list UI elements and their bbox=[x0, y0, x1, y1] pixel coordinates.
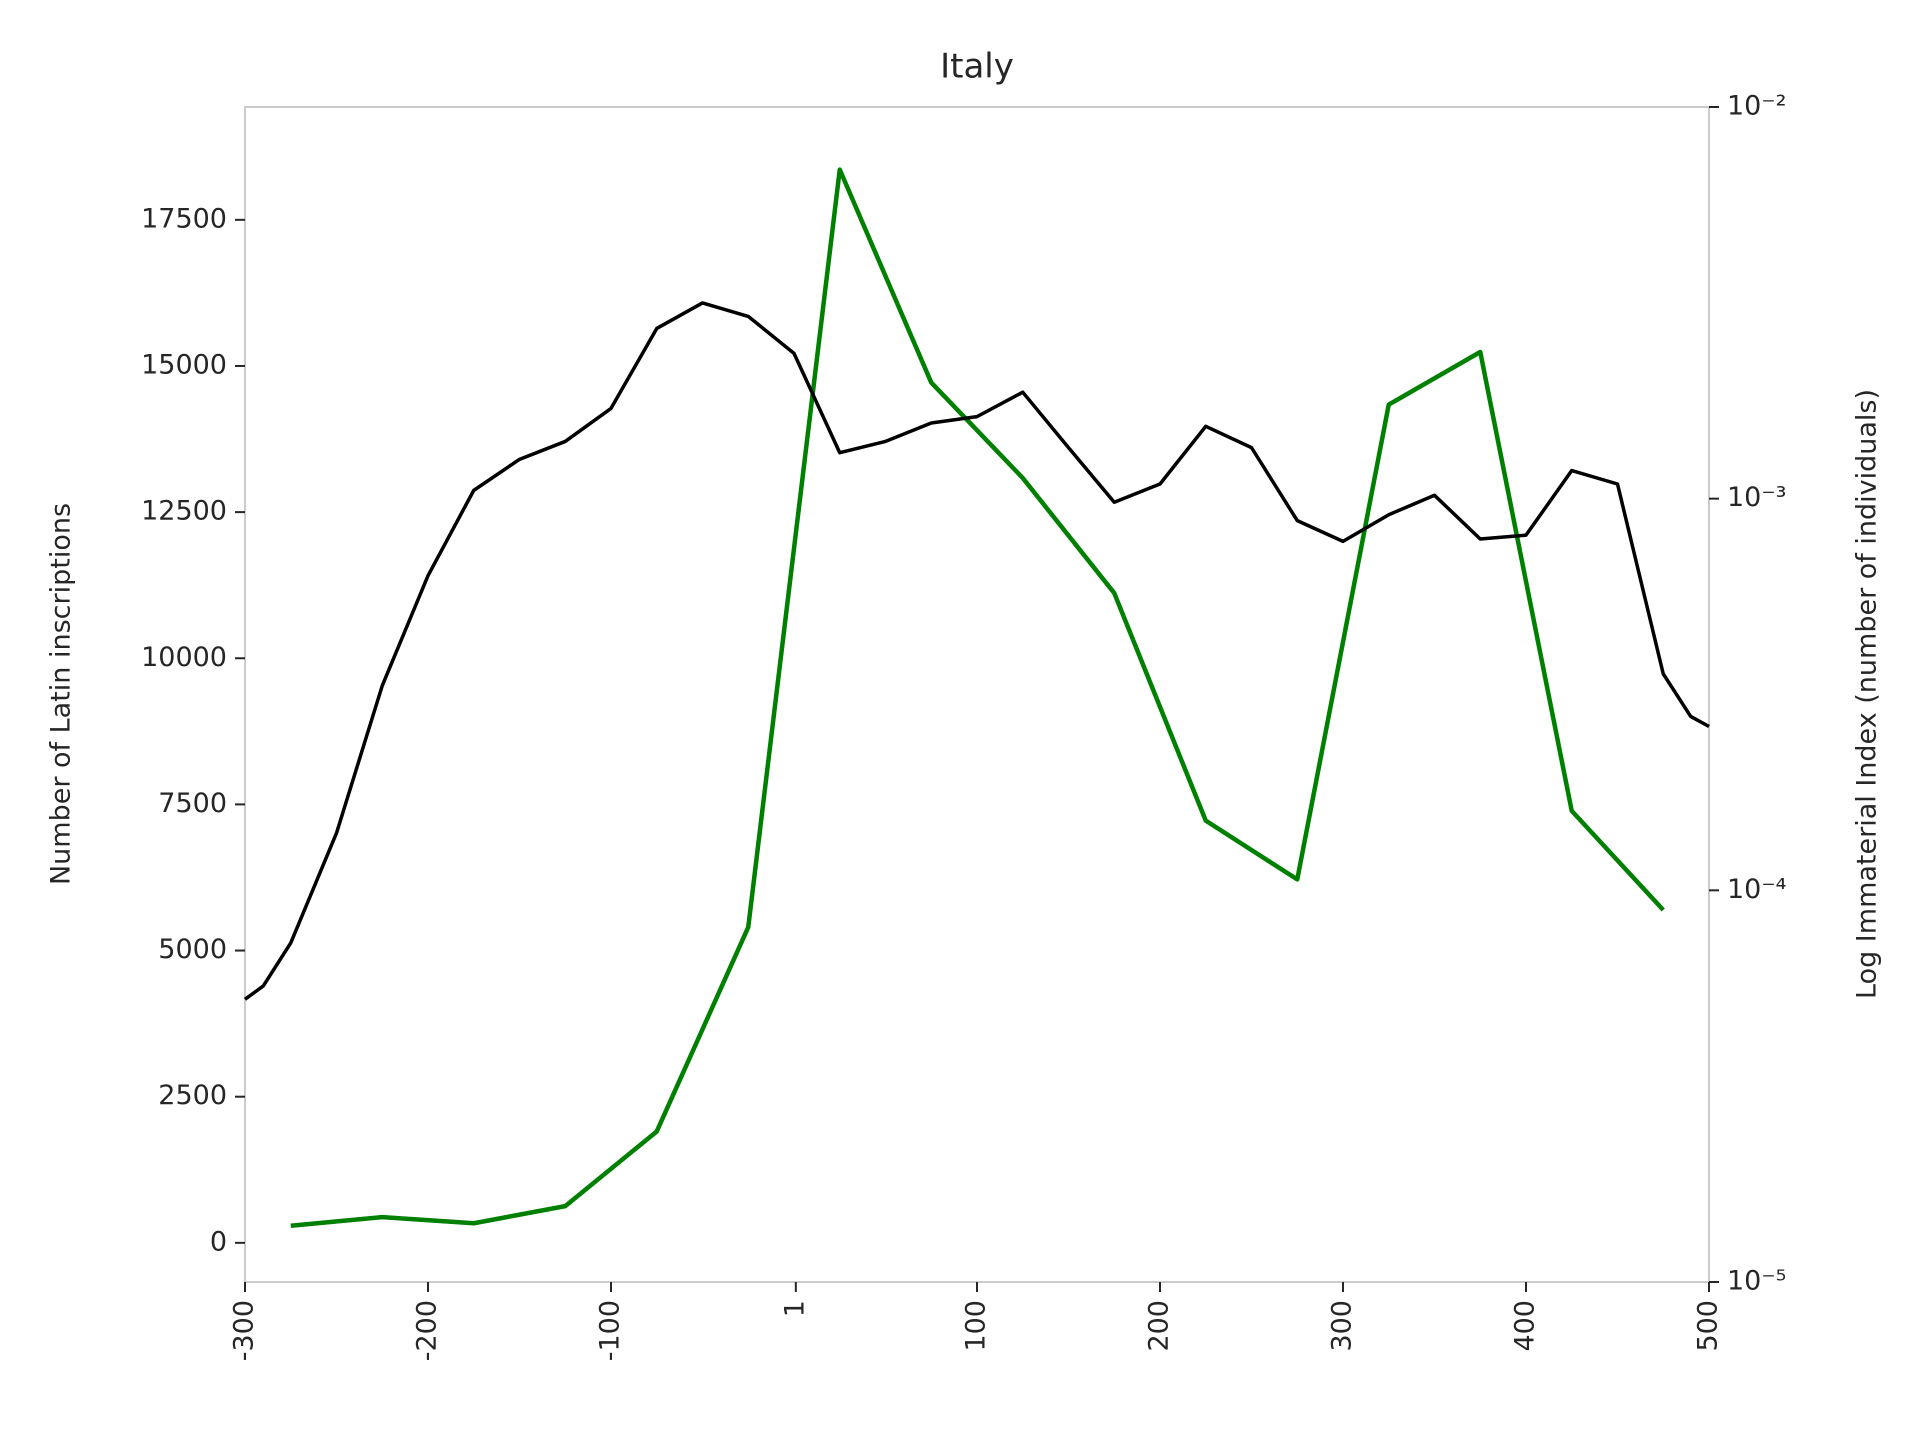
x-tick-label: -100 bbox=[595, 1300, 626, 1361]
x-tick-label: 400 bbox=[1510, 1300, 1541, 1352]
y-tick-label: 10000 bbox=[141, 642, 227, 673]
y-tick-label: 17500 bbox=[141, 203, 227, 234]
x-tick-label: 100 bbox=[961, 1300, 992, 1352]
y-tick-label: 0 bbox=[210, 1226, 227, 1257]
y2-axis-label: Log Immaterial Index (number of individu… bbox=[1852, 389, 1883, 999]
y-tick-label: 15000 bbox=[141, 349, 227, 380]
series-line bbox=[290, 167, 1665, 1228]
chart-title: Italy bbox=[940, 47, 1014, 87]
y2-tick-label: 10⁻⁴ bbox=[1727, 874, 1786, 905]
y2-tick-label: 10⁻² bbox=[1727, 91, 1786, 122]
x-tick-label: 300 bbox=[1327, 1300, 1358, 1352]
y-tick-label: 7500 bbox=[158, 788, 227, 819]
series-line bbox=[243, 301, 1710, 1001]
x-tick-label: 500 bbox=[1693, 1300, 1724, 1352]
x-tick-label: 200 bbox=[1144, 1300, 1175, 1352]
x-tick-label: 1 bbox=[779, 1300, 810, 1317]
y2-tick-label: 10⁻⁵ bbox=[1727, 1266, 1786, 1297]
x-tick-label: -200 bbox=[412, 1300, 443, 1361]
y-tick-label: 12500 bbox=[141, 496, 227, 527]
y-tick-label: 5000 bbox=[158, 934, 227, 965]
y-axis-label: Number of Latin inscriptions bbox=[46, 503, 77, 885]
plot-frame bbox=[244, 106, 1710, 1283]
x-tick-label: -300 bbox=[229, 1300, 260, 1361]
y2-tick-label: 10⁻³ bbox=[1727, 482, 1786, 513]
y-tick-label: 2500 bbox=[158, 1080, 227, 1111]
